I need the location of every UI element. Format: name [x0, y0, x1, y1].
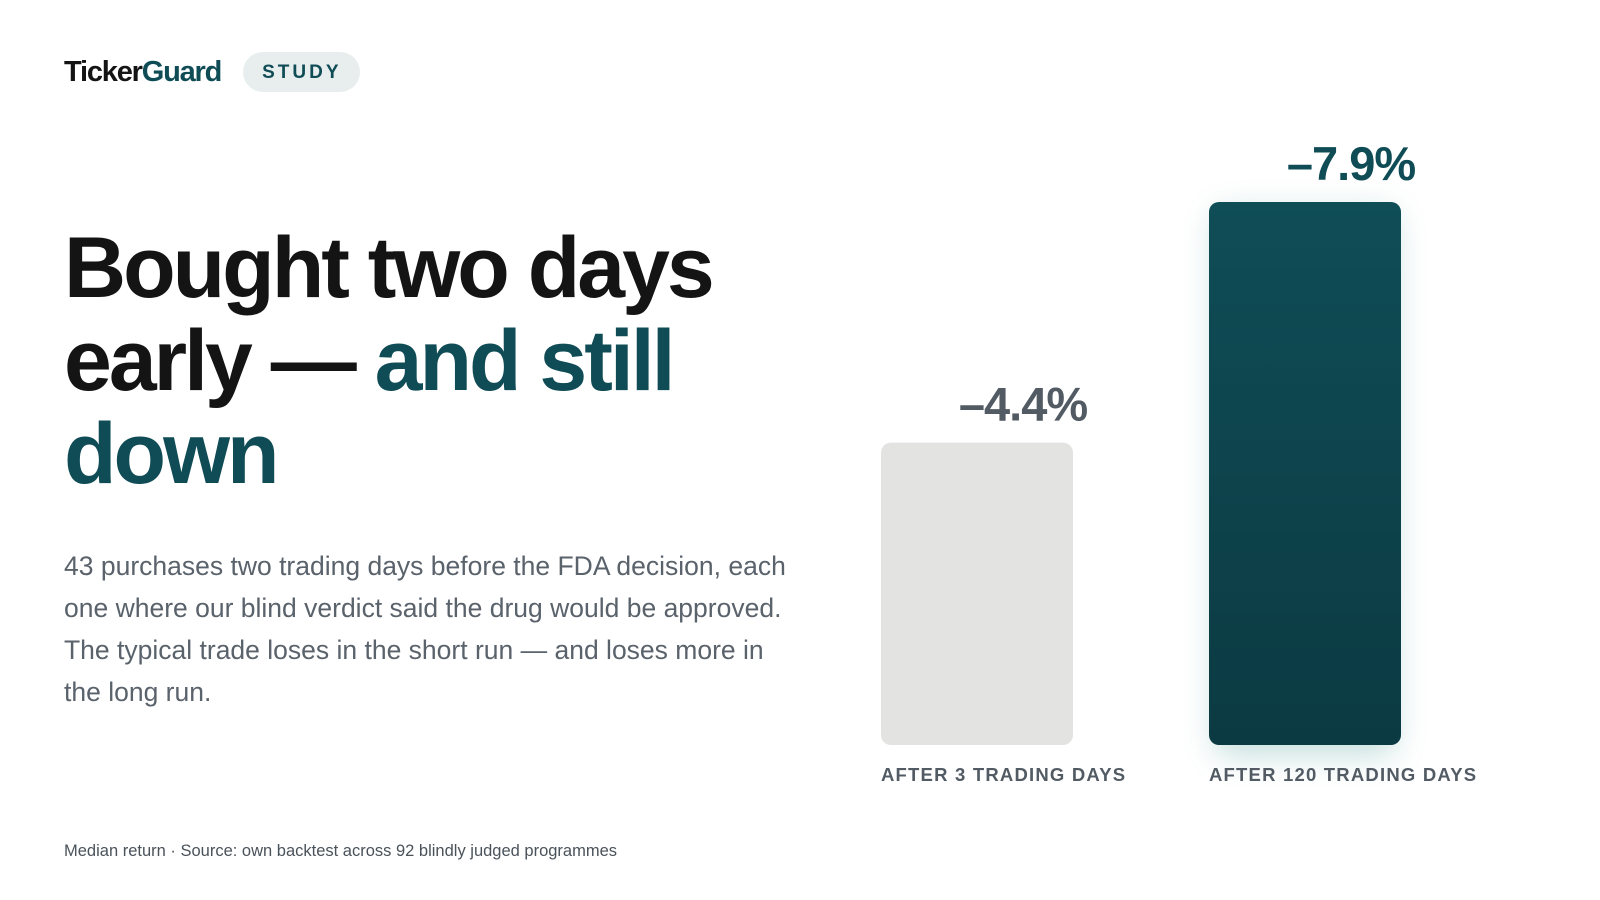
category-label-2: AFTER 120 TRADING DAYS: [1209, 764, 1477, 785]
category-label-1: AFTER 3 TRADING DAYS: [881, 764, 1126, 785]
footnote: Median return · Source: own backtest acr…: [64, 842, 618, 860]
bar-value-label-2: –7.9%: [1287, 137, 1415, 190]
headline-line2-dark: early —: [64, 313, 375, 409]
bar-1[interactable]: [881, 442, 1073, 745]
header: TickerGuard STUDY: [64, 52, 360, 92]
bar-value-label-1: –4.4%: [959, 378, 1087, 431]
brand-name-part1: Ticker: [64, 55, 143, 88]
headline: Bought two days early — and still down: [64, 222, 824, 501]
headline-line2-accent: and still: [374, 313, 676, 409]
description: 43 purchases two trading days before the…: [64, 551, 786, 707]
brand-name-part2: Guard: [141, 55, 223, 88]
headline-line3-accent: down: [64, 406, 279, 502]
study-badge: STUDY: [243, 52, 360, 92]
headline-line1: Bought two days: [64, 220, 715, 316]
bar-2[interactable]: [1209, 202, 1401, 745]
brand-logo[interactable]: TickerGuard: [64, 55, 223, 88]
